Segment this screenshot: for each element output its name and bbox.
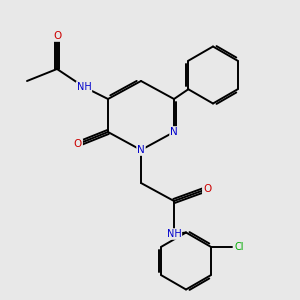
Text: N: N [170, 127, 178, 137]
Text: O: O [203, 184, 211, 194]
Text: O: O [74, 139, 82, 149]
Text: NH: NH [167, 229, 182, 239]
Text: Cl: Cl [234, 242, 244, 252]
Text: O: O [53, 31, 61, 41]
Text: NH: NH [76, 82, 92, 92]
Text: N: N [137, 145, 145, 155]
